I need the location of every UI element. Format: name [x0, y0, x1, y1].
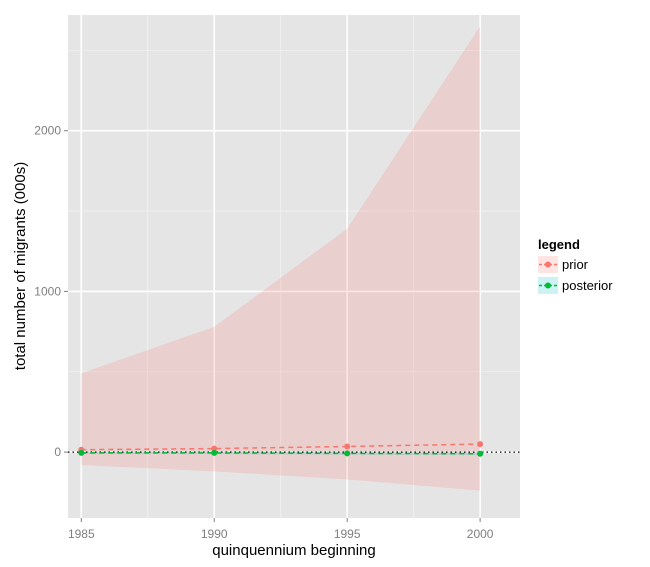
legend: legend prior posterior	[538, 237, 613, 294]
line-posterior	[81, 452, 481, 455]
grid-minor	[68, 15, 520, 518]
legend-label-prior: prior	[562, 257, 589, 272]
plot-panel	[68, 15, 520, 518]
y-axis-title: total number of migrants (000s)	[12, 162, 29, 370]
legend-title: legend	[538, 237, 580, 252]
legend-items: prior posterior	[538, 256, 613, 294]
y-tick-label: 0	[54, 445, 61, 459]
series-points	[78, 441, 484, 457]
point-prior	[344, 443, 351, 450]
point-posterior	[211, 449, 218, 456]
x-axis-title: quinquennium beginning	[212, 542, 375, 559]
y-tick-label: 1000	[34, 284, 61, 298]
x-tick-label: 1990	[201, 527, 228, 541]
line-prior	[81, 443, 481, 451]
point-posterior	[344, 450, 351, 457]
legend-label-posterior: posterior	[562, 278, 613, 293]
point-posterior	[78, 449, 85, 456]
legend-item-prior: prior	[538, 256, 589, 273]
x-tick-label: 2000	[467, 527, 494, 541]
point-prior	[477, 441, 484, 448]
legend-key-point-prior	[545, 261, 551, 268]
legend-key-point-posterior	[545, 282, 551, 289]
y-tick-labels: 0 1000 2000	[34, 124, 61, 459]
series-lines	[81, 443, 481, 455]
point-prior	[211, 445, 218, 452]
band-prior	[81, 26, 481, 491]
point-posterior	[477, 450, 484, 457]
x-tick-labels: 1985 1990 1995 2000	[68, 527, 494, 541]
axis-ticks	[64, 130, 481, 522]
x-tick-label: 1995	[334, 527, 361, 541]
y-tick-label: 2000	[34, 124, 61, 138]
x-tick-label: 1985	[68, 527, 95, 541]
legend-item-posterior: posterior	[538, 277, 613, 294]
